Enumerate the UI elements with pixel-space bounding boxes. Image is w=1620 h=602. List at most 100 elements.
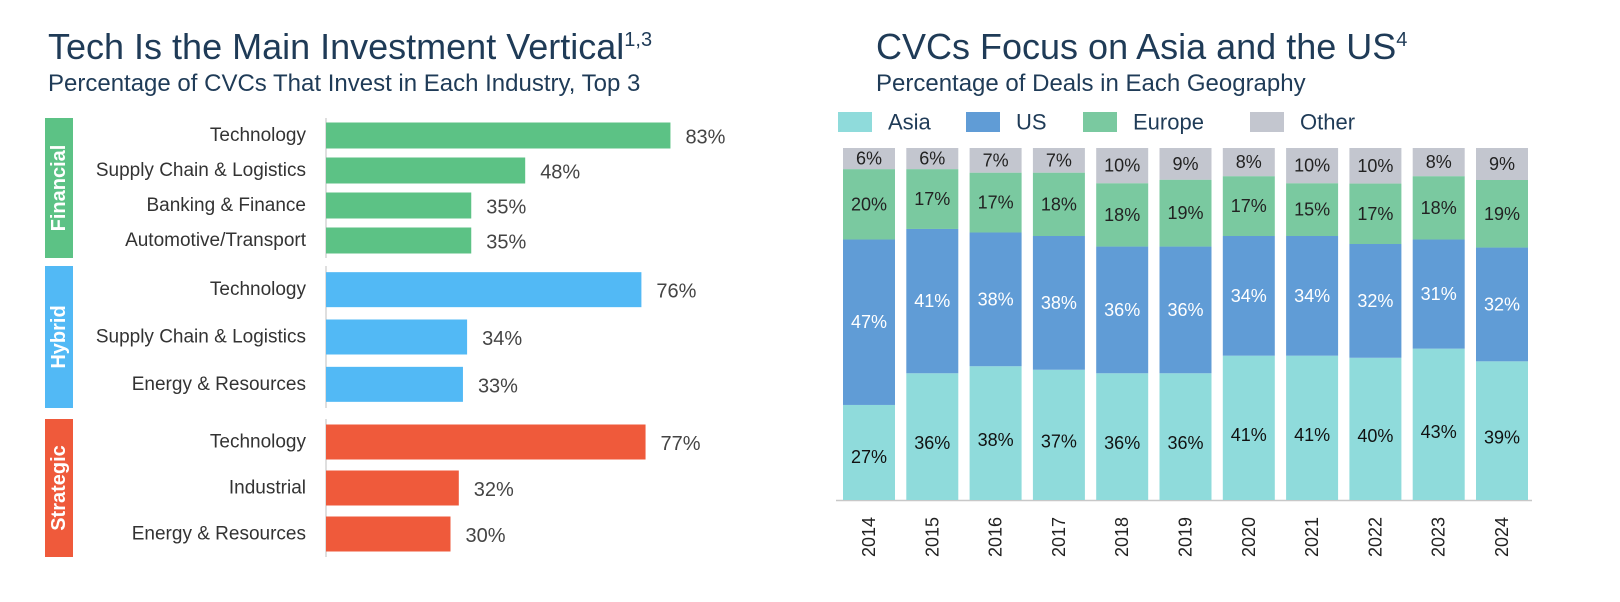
bar-segment <box>1096 148 1149 184</box>
data-label: 18% <box>1041 194 1077 214</box>
data-label: 17% <box>1357 204 1393 224</box>
x-tick-label: 2019 <box>1176 517 1196 557</box>
bar-segment <box>1032 236 1085 370</box>
data-label: 32% <box>474 479 514 501</box>
bar-segment <box>906 228 959 374</box>
bar-segment <box>1476 148 1528 180</box>
data-label: 41% <box>1231 425 1267 445</box>
bar-segment <box>1159 373 1212 500</box>
data-label: 43% <box>1421 422 1457 442</box>
data-label: 10% <box>1294 156 1330 176</box>
data-label: 36% <box>1167 433 1203 453</box>
bar-segment <box>906 169 959 229</box>
bar <box>326 516 451 552</box>
data-label: 32% <box>1484 294 1520 314</box>
data-label: 35% <box>486 197 526 219</box>
data-label: 33% <box>478 375 518 397</box>
x-tick-label: 2022 <box>1365 517 1385 557</box>
bar-segment <box>1349 183 1402 244</box>
left-title-footnote: 1,3 <box>624 29 653 51</box>
data-label: 17% <box>1231 196 1267 216</box>
legend-label: Asia <box>888 110 932 135</box>
bar-segment <box>1096 246 1149 374</box>
bar-segment <box>1032 369 1085 500</box>
legend-swatch <box>1083 112 1117 132</box>
bar-segment <box>1286 148 1339 184</box>
category-label: Technology <box>210 432 307 453</box>
bar-segment <box>1476 361 1528 500</box>
industry-bar-chart: Financial Technology 83% Supply Chain & Log… <box>45 118 726 557</box>
right-title-footnote: 4 <box>1396 29 1408 51</box>
data-label: 30% <box>466 525 506 547</box>
bar-segment <box>1032 148 1085 173</box>
bar-segment <box>1286 355 1339 500</box>
right-chart-title: CVCs Focus on Asia and the US4 <box>876 26 1407 68</box>
data-label: 15% <box>1294 200 1330 220</box>
data-label: 77% <box>661 433 701 455</box>
bar-segment <box>969 172 1022 233</box>
data-label: 10% <box>1104 156 1140 176</box>
bar-segment <box>843 239 895 405</box>
bar <box>326 192 472 219</box>
data-label: 38% <box>978 430 1014 450</box>
data-label: 18% <box>1104 205 1140 225</box>
bar <box>326 319 468 355</box>
category-label: Energy & Resources <box>132 374 306 395</box>
category-label: Energy & Resources <box>132 524 306 545</box>
group-label: Strategic <box>48 445 70 531</box>
data-label: 36% <box>1104 433 1140 453</box>
group-band-financial <box>45 118 73 258</box>
bar-segment <box>1349 357 1402 500</box>
group-label: Financial <box>48 145 70 232</box>
category-label: Industrial <box>229 478 306 499</box>
bar-segment <box>1476 180 1528 248</box>
bar-segment <box>1222 176 1275 236</box>
bar-segment <box>843 148 895 170</box>
bar-segment <box>1096 373 1149 500</box>
bar-segment <box>1349 148 1402 184</box>
bar-segment <box>906 148 959 170</box>
bar <box>326 272 642 308</box>
bar-segment <box>1349 244 1402 358</box>
bar-segment <box>969 148 1022 173</box>
bar-segment <box>1286 236 1339 356</box>
data-label: 10% <box>1357 156 1393 176</box>
bar-segment <box>1222 236 1275 356</box>
bar <box>326 157 526 184</box>
data-label: 17% <box>978 193 1014 213</box>
data-label: 47% <box>851 312 887 332</box>
data-label: 9% <box>1172 154 1198 174</box>
bar-segment <box>1412 176 1465 240</box>
data-label: 7% <box>1046 150 1072 170</box>
data-label: 8% <box>1426 152 1452 172</box>
legend-swatch <box>1250 112 1284 132</box>
data-label: 34% <box>482 328 522 350</box>
data-label: 40% <box>1357 426 1393 446</box>
left-chart-subtitle: Percentage of CVCs That Invest in Each I… <box>48 70 641 97</box>
data-label: 20% <box>851 194 887 214</box>
data-label: 38% <box>978 289 1014 309</box>
x-tick-label: 2020 <box>1239 517 1259 557</box>
data-label: 9% <box>1489 154 1515 174</box>
bar-segment <box>969 232 1022 367</box>
data-label: 41% <box>914 291 950 311</box>
data-label: 17% <box>914 189 950 209</box>
x-tick-label: 2018 <box>1112 517 1132 557</box>
legend-label: Other <box>1300 110 1355 135</box>
data-label: 37% <box>1041 431 1077 451</box>
data-label: 7% <box>983 150 1009 170</box>
group-band-hybrid <box>45 266 73 408</box>
x-tick-label: 2016 <box>986 517 1006 557</box>
category-label: Technology <box>210 279 307 300</box>
data-label: 6% <box>919 149 945 169</box>
group-label: Hybrid <box>48 305 70 368</box>
bar-segment <box>906 373 959 500</box>
category-label: Supply Chain & Logistics <box>96 160 306 181</box>
right-chart-subtitle: Percentage of Deals in Each Geography <box>876 70 1306 97</box>
bar-segment <box>1222 148 1275 177</box>
data-label: 27% <box>851 447 887 467</box>
data-label: 36% <box>1167 300 1203 320</box>
bar-segment <box>1412 148 1465 177</box>
bar-segment <box>843 169 895 240</box>
